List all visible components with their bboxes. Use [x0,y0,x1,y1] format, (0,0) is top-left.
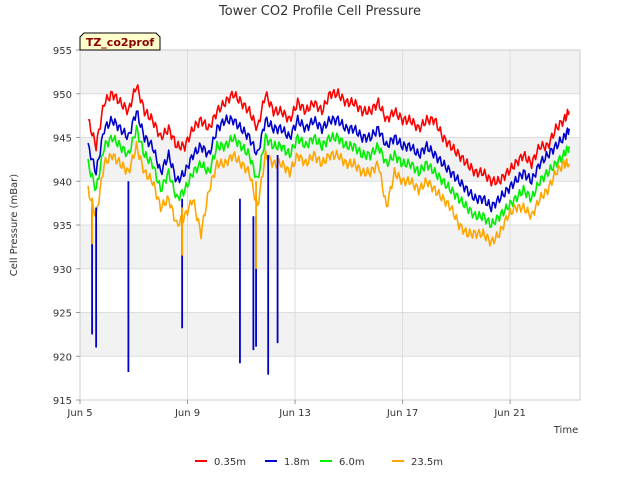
plot-band [80,312,580,357]
plot-band [80,268,580,313]
y-tick-label: 955 [53,46,72,57]
x-tick-label: Jun 5 [66,408,92,419]
x-tick-label: Jun 21 [493,408,526,419]
y-tick-label: 915 [53,396,72,407]
y-tick-label: 945 [53,134,72,145]
y-tick-label: 925 [53,309,72,320]
y-axis-ticks: 915 920 925 930 935 940 945 950 955 [53,46,80,407]
series-line-0.35m [87,84,570,187]
y-tick-label: 920 [53,352,72,363]
x-tick-label: Jun 13 [278,408,311,419]
series-line-1.8m [87,110,570,213]
legend-label-0.35m: 0.35m [214,457,246,468]
badge-label: TZ_co2prof [86,36,155,49]
plot-band [80,356,580,400]
plot-band [80,225,580,269]
legend: 0.35m 1.8m 6.0m 23.5m [195,457,443,468]
y-axis-label: Cell Pressure (mBar) [9,174,20,276]
chart-title: Tower CO2 Profile Cell Pressure [218,4,421,19]
x-tick-label: Jun 17 [386,408,419,419]
legend-label-1.8m: 1.8m [284,457,310,468]
y-tick-label: 930 [53,265,72,276]
legend-label-23.5m: 23.5m [411,457,443,468]
badge-box [79,32,161,51]
chart-badge: TZ_co2prof [79,32,161,51]
y-tick-label: 940 [53,177,72,188]
x-tick-label: Jun 9 [174,408,200,419]
plot-band [80,93,580,138]
series-line-6.0m [87,124,570,228]
x-axis-label: Time [553,425,578,436]
y-tick-label: 950 [53,90,72,101]
series-layer [87,84,570,375]
y-tick-label: 935 [53,221,72,232]
legend-label-6.0m: 6.0m [339,457,365,468]
plot-band [80,50,580,94]
x-axis-ticks: Jun 5 Jun 9 Jun 13 Jun 17 Jun 21 [66,400,526,419]
series-line-23.5m [87,140,570,247]
